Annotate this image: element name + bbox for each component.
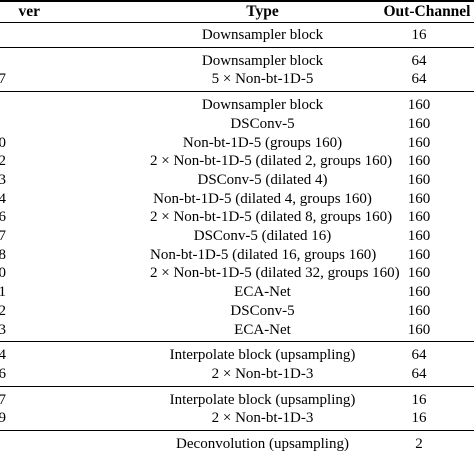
out-channel-cell: 64 xyxy=(411,71,427,88)
out-channel-cell: 64 xyxy=(411,52,427,69)
type-cell: Non-bt-1D-5 (groups 160) xyxy=(182,134,343,151)
out-channel-cell: 160 xyxy=(407,115,431,132)
out-channel-cell: 160 xyxy=(407,228,431,244)
out-channel-cell: 160 xyxy=(407,321,431,338)
out-channel-cell: 160 xyxy=(407,284,431,301)
layer-cell: 3 xyxy=(0,321,6,338)
layer-cell: -29 xyxy=(0,410,6,427)
layer-cell: -12 xyxy=(0,153,6,170)
type-cell: Interpolate block (upsampling) xyxy=(169,347,356,364)
header-layer: ver xyxy=(18,3,40,20)
out-channel-cell: 16 xyxy=(411,391,427,408)
type-cell: 5 × Non-bt-1D-5 xyxy=(211,71,314,88)
out-channel-cell: 64 xyxy=(411,365,427,382)
type-cell: Deconvolution (upsampling) xyxy=(176,436,349,452)
out-channel-cell: 160 xyxy=(407,97,431,114)
layer-cell: 1 xyxy=(0,284,6,301)
type-cell: Non-bt-1D-5 (dilated 16, groups 160) xyxy=(150,246,377,263)
out-channel-cell: 160 xyxy=(407,190,431,207)
out-channel-cell: 160 xyxy=(407,134,431,151)
type-cell: 2 × Non-bt-1D-5 (dilated 2, groups 160) xyxy=(150,153,393,170)
type-cell: ECA-Net xyxy=(234,284,291,301)
type-cell: Downsampler block xyxy=(201,52,324,69)
out-channel-cell: 160 xyxy=(407,246,431,263)
layer-cell: 2 xyxy=(0,302,6,319)
type-cell: Downsampler block xyxy=(201,27,324,43)
group-separator xyxy=(0,46,474,48)
layer-cell: -20 xyxy=(0,265,6,282)
layer-cell: 4 xyxy=(0,190,6,207)
type-cell: Non-bt-1D-5 (dilated 4, groups 160) xyxy=(153,190,372,207)
group-separator xyxy=(0,385,474,387)
layer-cell: -7 xyxy=(0,71,6,88)
out-channel-cell: 2 xyxy=(415,436,423,452)
out-channel-cell: 160 xyxy=(407,171,431,188)
group-separator xyxy=(0,430,474,431)
out-channel-cell: 16 xyxy=(411,410,427,427)
top-rule xyxy=(0,0,474,2)
type-cell: 2 × Non-bt-1D-3 xyxy=(211,365,314,382)
type-cell: 2 × Non-bt-1D-5 (dilated 8, groups 160) xyxy=(150,209,393,226)
type-cell: ECA-Net xyxy=(234,321,291,338)
layer-cell: -16 xyxy=(0,209,6,226)
group-separator xyxy=(0,341,474,343)
out-channel-cell: 64 xyxy=(411,347,427,364)
type-cell: DSConv-5 xyxy=(230,302,295,319)
type-cell: Interpolate block (upsampling) xyxy=(169,391,356,408)
header-type: Type xyxy=(246,3,279,20)
out-channel-cell: 160 xyxy=(407,302,431,319)
layer-cell: 7 xyxy=(0,228,6,244)
type-cell: DSConv-5 xyxy=(230,115,295,132)
layer-cell: 7 xyxy=(0,391,6,408)
header-rule xyxy=(0,22,474,23)
out-channel-cell: 160 xyxy=(407,209,431,226)
group-separator xyxy=(0,91,474,93)
layer-cell: -26 xyxy=(0,365,6,382)
header-out-channel: Out-Channel xyxy=(383,3,471,20)
out-channel-cell: 160 xyxy=(407,265,431,282)
type-cell: 2 × Non-bt-1D-3 xyxy=(211,410,314,427)
layer-cell: 8 xyxy=(0,246,6,263)
layer-cell: 3 xyxy=(0,171,6,188)
out-channel-cell: 160 xyxy=(407,153,431,170)
type-cell: Downsampler block xyxy=(201,97,324,114)
type-cell: 2 × Non-bt-1D-5 (dilated 32, groups 160) xyxy=(150,265,400,282)
out-channel-cell: 16 xyxy=(411,27,427,43)
layer-cell: 0 xyxy=(0,134,6,151)
type-cell: DSConv-5 (dilated 4) xyxy=(197,171,328,188)
type-cell: DSConv-5 (dilated 16) xyxy=(193,228,332,244)
layer-cell: 4 xyxy=(0,347,6,364)
